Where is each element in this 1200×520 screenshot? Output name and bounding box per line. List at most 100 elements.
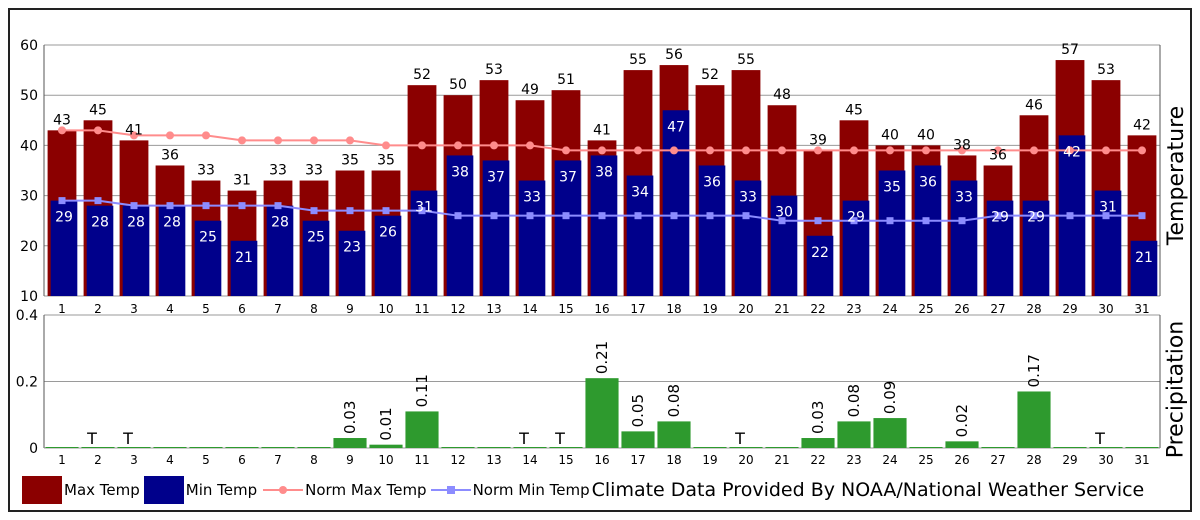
temp-xtick-label: 29 bbox=[1062, 302, 1077, 316]
min-temp-bar bbox=[554, 160, 582, 296]
min-temp-bar bbox=[338, 230, 366, 296]
min-temp-bar bbox=[734, 180, 762, 296]
min-temp-bar bbox=[482, 160, 510, 296]
precip-xtick-label: 30 bbox=[1098, 453, 1113, 467]
precip-bar bbox=[261, 447, 295, 448]
precip-xtick-label: 19 bbox=[702, 453, 717, 467]
precip-value-label: 0.08 bbox=[665, 384, 683, 417]
norm-max-swatch bbox=[263, 476, 304, 504]
temperature-axis-title: Temperature bbox=[1163, 105, 1189, 246]
precip-value-label: 0.03 bbox=[341, 401, 359, 434]
min-temp-label: 37 bbox=[559, 169, 577, 185]
min-temp-label: 36 bbox=[919, 174, 937, 190]
precip-value-label: 0.09 bbox=[881, 381, 899, 414]
temp-xtick-label: 21 bbox=[774, 302, 789, 316]
norm-min-point bbox=[94, 197, 102, 205]
norm-max-point bbox=[958, 146, 966, 155]
norm-min-point bbox=[922, 217, 930, 225]
min-temp-label: 35 bbox=[883, 180, 901, 196]
min-temp-bar bbox=[878, 170, 906, 296]
temp-xtick-label: 30 bbox=[1098, 302, 1113, 316]
min-temp-label: 33 bbox=[955, 190, 973, 206]
norm-max-point bbox=[526, 141, 534, 150]
norm-min-point bbox=[814, 217, 822, 225]
precip-bar bbox=[153, 447, 187, 448]
temp-ytick-label: 30 bbox=[20, 189, 38, 205]
precip-bar bbox=[333, 438, 367, 448]
precip-xtick-label: 27 bbox=[990, 453, 1005, 467]
precip-xtick-label: 22 bbox=[810, 453, 825, 467]
precip-xtick-label: 29 bbox=[1062, 453, 1077, 467]
precip-bar bbox=[513, 447, 547, 448]
temp-ytick-label: 40 bbox=[20, 138, 38, 154]
temp-xtick-label: 31 bbox=[1134, 302, 1149, 316]
precip-ytick-label: 0.2 bbox=[16, 375, 38, 391]
norm-max-point bbox=[850, 146, 858, 155]
norm-min-point bbox=[598, 212, 606, 220]
max-temp-swatch bbox=[22, 476, 62, 504]
temp-xtick-label: 2 bbox=[94, 302, 102, 316]
max-temp-label: 35 bbox=[341, 153, 359, 169]
max-temp-label: 33 bbox=[305, 163, 323, 179]
norm-max-point bbox=[670, 146, 678, 155]
norm-min-point bbox=[958, 217, 966, 225]
norm-max-point bbox=[778, 146, 786, 155]
max-temp-label: 41 bbox=[593, 122, 611, 138]
precip-bar bbox=[405, 411, 439, 448]
max-temp-label: 40 bbox=[917, 127, 935, 143]
precip-xtick-label: 11 bbox=[414, 453, 429, 467]
norm-max-point bbox=[310, 136, 318, 145]
temp-ytick-label: 10 bbox=[20, 289, 38, 305]
precip-bar bbox=[117, 447, 151, 448]
data-credit: Climate Data Provided By NOAA/National W… bbox=[591, 479, 1145, 501]
min-temp-label: 36 bbox=[703, 174, 721, 190]
norm-max-point bbox=[454, 141, 462, 150]
norm-min-point bbox=[490, 212, 498, 220]
min-temp-bar bbox=[518, 180, 546, 296]
norm-min-swatch bbox=[430, 476, 471, 504]
precip-xtick-label: 8 bbox=[310, 453, 318, 467]
precip-xtick-label: 17 bbox=[630, 453, 645, 467]
precip-bar bbox=[657, 421, 691, 448]
precip-bar bbox=[549, 447, 583, 448]
min-temp-label: 37 bbox=[487, 169, 505, 185]
temp-xtick-label: 4 bbox=[166, 302, 174, 316]
temp-xtick-label: 11 bbox=[414, 302, 429, 316]
min-temp-label: 42 bbox=[1063, 144, 1081, 160]
precip-bar bbox=[441, 447, 475, 448]
min-temp-label: 34 bbox=[631, 185, 649, 201]
precip-bar bbox=[585, 378, 619, 448]
min-temp-label: 21 bbox=[1135, 250, 1153, 266]
temp-xtick-label: 7 bbox=[274, 302, 282, 316]
precip-value-label: 0.05 bbox=[629, 394, 647, 427]
norm-max-point bbox=[166, 131, 174, 140]
precip-xtick-label: 10 bbox=[378, 453, 393, 467]
min-temp-label: 23 bbox=[343, 240, 361, 256]
trace-label: T bbox=[554, 429, 565, 448]
max-temp-label: 43 bbox=[53, 112, 71, 128]
temp-xtick-label: 23 bbox=[846, 302, 861, 316]
norm-min-point bbox=[886, 217, 894, 225]
legend: Max Temp Min Temp Norm Max Temp Norm Min… bbox=[22, 473, 1144, 507]
norm-min-point bbox=[274, 202, 282, 210]
max-temp-label: 33 bbox=[197, 163, 215, 179]
precip-xtick-label: 1 bbox=[58, 453, 66, 467]
norm-min-point bbox=[1066, 212, 1074, 220]
min-temp-label: 29 bbox=[847, 210, 865, 226]
precip-value-label: 0.08 bbox=[845, 384, 863, 417]
temp-xtick-label: 27 bbox=[990, 302, 1005, 316]
min-temp-label: 38 bbox=[595, 164, 613, 180]
norm-max-point bbox=[922, 146, 930, 155]
norm-min-point bbox=[706, 212, 714, 220]
max-temp-label: 33 bbox=[269, 163, 287, 179]
min-temp-bar bbox=[446, 155, 474, 296]
max-temp-label: 51 bbox=[557, 72, 575, 88]
norm-min-point bbox=[634, 212, 642, 220]
min-temp-label: 28 bbox=[127, 215, 145, 231]
min-temp-swatch bbox=[143, 476, 184, 504]
min-temp-label: 29 bbox=[991, 210, 1009, 226]
temp-xtick-label: 16 bbox=[594, 302, 609, 316]
trace-label: T bbox=[518, 429, 529, 448]
precip-xtick-label: 4 bbox=[166, 453, 174, 467]
